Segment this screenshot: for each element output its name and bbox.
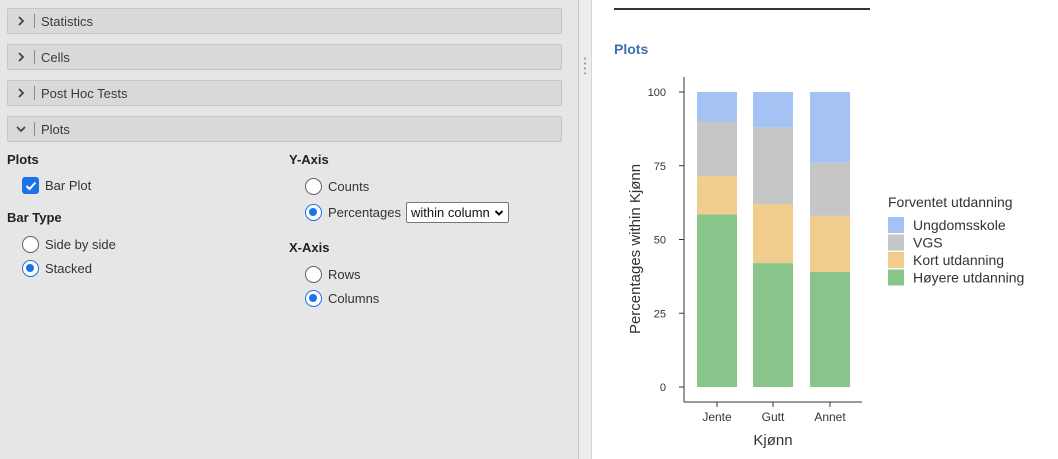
header-separator bbox=[34, 50, 35, 64]
section-cells[interactable]: Cells bbox=[7, 44, 562, 70]
legend-label: VGS bbox=[913, 235, 943, 251]
percentages-label: Percentages bbox=[328, 205, 401, 220]
radio-unchecked-icon bbox=[22, 236, 39, 253]
plots-group-title: Plots bbox=[7, 152, 39, 167]
bar-segment bbox=[753, 204, 793, 264]
y-tick-label: 100 bbox=[648, 87, 666, 99]
analysis-options-panel: Statistics Cells Post Hoc Tests Plots Pl… bbox=[0, 0, 578, 459]
percentages-radio[interactable]: Percentages within column bbox=[305, 202, 509, 223]
bar-segment bbox=[697, 214, 737, 387]
drag-handle-icon[interactable] bbox=[583, 56, 587, 74]
legend-label: Ungdomsskole bbox=[913, 217, 1006, 233]
legend-swatch bbox=[888, 269, 904, 286]
chevron-right-icon bbox=[8, 81, 34, 105]
y-tick-label: 0 bbox=[660, 382, 666, 394]
rows-label: Rows bbox=[328, 267, 361, 282]
bar-segment bbox=[810, 271, 850, 387]
stacked-bar-chart: 0 25 50 75 100 Jente Gutt Annet Percentages wi… bbox=[627, 77, 1024, 449]
x-tick-label: Jente bbox=[702, 410, 732, 424]
legend-swatch bbox=[888, 252, 904, 268]
rows-radio[interactable]: Rows bbox=[305, 266, 361, 283]
section-statistics[interactable]: Statistics bbox=[7, 8, 562, 34]
results-panel: Plots 0 25 50 75 100 Jente Gutt Annet Percenta… bbox=[592, 0, 1058, 459]
legend-swatch bbox=[888, 234, 904, 251]
counts-radio[interactable]: Counts bbox=[305, 178, 369, 195]
x-tick-label: Annet bbox=[814, 410, 846, 424]
radio-checked-icon bbox=[22, 260, 39, 277]
chevron-right-icon bbox=[8, 45, 34, 69]
header-separator bbox=[34, 86, 35, 100]
side-by-side-radio[interactable]: Side by side bbox=[22, 236, 116, 253]
bar-plot-checkbox[interactable]: Bar Plot bbox=[22, 177, 91, 194]
header-separator bbox=[34, 14, 35, 28]
section-plots[interactable]: Plots bbox=[7, 116, 562, 142]
legend-title: Forventet utdanning bbox=[888, 194, 1013, 210]
chevron-down-icon bbox=[8, 117, 34, 141]
header-separator bbox=[34, 122, 35, 136]
chevron-right-icon bbox=[8, 9, 34, 33]
bar-segment bbox=[697, 121, 737, 177]
x-axis-title: X-Axis bbox=[289, 240, 330, 255]
legend-swatch bbox=[888, 217, 904, 233]
radio-checked-icon bbox=[305, 290, 322, 307]
bar-segment bbox=[810, 162, 850, 216]
bar-plot-label: Bar Plot bbox=[45, 178, 92, 193]
columns-label: Columns bbox=[328, 291, 380, 306]
section-post-hoc-tests[interactable]: Post Hoc Tests bbox=[7, 80, 562, 106]
counts-label: Counts bbox=[328, 179, 370, 194]
bar-type-title: Bar Type bbox=[7, 210, 62, 225]
section-label: Statistics bbox=[41, 13, 94, 29]
bar-segment bbox=[753, 263, 793, 387]
section-label: Plots bbox=[41, 121, 70, 137]
radio-unchecked-icon bbox=[305, 266, 322, 283]
columns-radio[interactable]: Columns bbox=[305, 290, 379, 307]
percentages-select-value: within column bbox=[411, 205, 490, 220]
y-tick-label: 75 bbox=[654, 161, 666, 173]
section-label: Post Hoc Tests bbox=[41, 85, 128, 101]
radio-checked-icon bbox=[305, 204, 322, 221]
check-icon bbox=[22, 177, 39, 194]
bar-segment bbox=[810, 215, 850, 272]
legend-label: Kort utdanning bbox=[913, 252, 1004, 268]
bar-segment bbox=[697, 176, 737, 215]
percentages-select[interactable]: within column bbox=[406, 202, 509, 223]
side-by-side-label: Side by side bbox=[45, 237, 116, 252]
section-label: Cells bbox=[41, 49, 70, 65]
y-tick-label: 50 bbox=[654, 235, 666, 247]
stacked-label: Stacked bbox=[45, 261, 92, 276]
bar-segment bbox=[697, 92, 737, 122]
stacked-radio[interactable]: Stacked bbox=[22, 260, 92, 277]
legend-label: Høyere utdanning bbox=[913, 270, 1024, 286]
chevron-down-icon bbox=[494, 209, 503, 216]
y-axis-title: Y-Axis bbox=[289, 152, 329, 167]
results-plots-heading: Plots bbox=[614, 41, 649, 57]
x-axis-label: Kjønn bbox=[753, 432, 792, 449]
x-tick-label: Gutt bbox=[762, 410, 785, 424]
radio-unchecked-icon bbox=[305, 178, 322, 195]
panel-splitter[interactable] bbox=[578, 0, 592, 459]
bar-segment bbox=[753, 92, 793, 128]
results-divider bbox=[614, 8, 870, 10]
y-axis-label: Percentages within Kjønn bbox=[627, 164, 644, 334]
bar-segment bbox=[810, 92, 850, 163]
bar-segment bbox=[753, 127, 793, 205]
y-tick-label: 25 bbox=[654, 308, 666, 320]
